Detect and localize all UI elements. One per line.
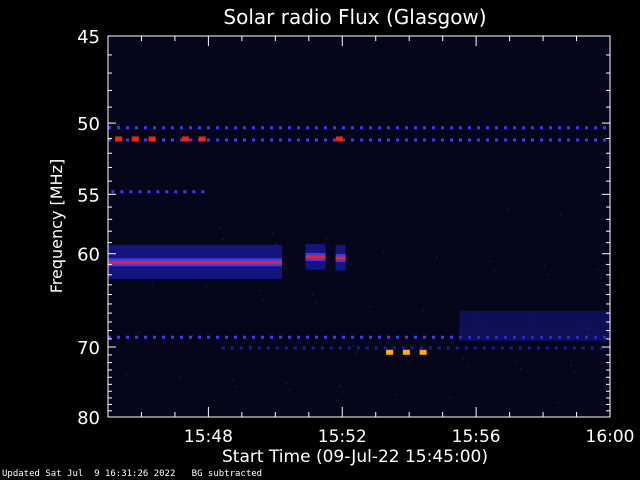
noise-speck — [599, 277, 602, 280]
noise-speck — [191, 334, 194, 337]
noise-speck — [342, 391, 345, 394]
noise-speck — [546, 273, 549, 276]
emission-spot — [386, 349, 394, 355]
noise-speck — [312, 293, 315, 296]
y-tick-label: 55 — [77, 185, 100, 206]
noise-speck — [492, 269, 495, 272]
noise-speck — [178, 376, 181, 379]
noise-speck — [245, 338, 248, 341]
y-tick-label: 80 — [77, 408, 100, 429]
updated-timestamp: Updated Sat Jul 9 16:31:26 2022 — [2, 469, 176, 479]
noise-speck — [302, 348, 305, 351]
band-core — [335, 256, 346, 260]
x-tick-label: 16:00 — [586, 427, 635, 447]
emission-spot — [198, 136, 206, 142]
y-tick-label: 50 — [77, 114, 100, 135]
noise-speck — [489, 260, 492, 263]
plot-background — [108, 36, 610, 417]
noise-speck — [529, 316, 532, 319]
noise-speck — [221, 238, 224, 241]
noise-speck — [506, 208, 509, 211]
noise-speck — [466, 364, 469, 367]
noise-speck — [543, 264, 546, 267]
noise-speck — [462, 357, 465, 360]
y-tick-label: 70 — [77, 338, 100, 359]
emission-spot — [402, 349, 410, 355]
plot-frame — [107, 35, 611, 418]
noise-speck — [164, 222, 167, 225]
noise-speck — [285, 382, 288, 385]
emission-spot — [419, 349, 427, 355]
emission-spot — [148, 136, 156, 142]
noise-speck — [235, 385, 238, 388]
noise-speck — [435, 255, 438, 258]
emission-features — [108, 126, 610, 404]
emission-spot — [181, 136, 189, 142]
x-axis-label: Start Time (09-Jul-22 15:45:00) — [222, 447, 488, 467]
background-note: BG subtracted — [191, 469, 263, 479]
noise-speck — [449, 396, 452, 399]
noise-speck — [586, 328, 589, 331]
noise-speck — [596, 268, 599, 271]
band-core — [108, 260, 283, 264]
band-core — [305, 255, 326, 259]
noise-speck — [275, 242, 278, 245]
footer-status: Updated Sat Jul 9 16:31:26 2022 BG subtr… — [2, 469, 262, 479]
noise-speck — [325, 236, 328, 239]
noise-speck — [559, 213, 562, 216]
noise-speck — [479, 321, 482, 324]
noise-speck — [258, 289, 261, 292]
y-tick-label: 45 — [77, 27, 100, 48]
noise-speck — [298, 341, 301, 344]
noise-speck — [315, 302, 318, 305]
noise-speck — [382, 251, 385, 254]
noise-speck — [138, 331, 141, 334]
noise-speck — [502, 399, 505, 402]
emission-spot — [115, 136, 123, 142]
noise-speck — [519, 367, 522, 370]
noise-speck — [573, 370, 576, 373]
noise-speck — [288, 388, 291, 391]
chart-title: Solar radio Flux (Glasgow) — [223, 5, 486, 29]
noise-speck — [124, 373, 127, 376]
emission-spot — [131, 136, 139, 142]
y-tick-label: 60 — [77, 245, 100, 266]
noise-speck — [556, 401, 559, 404]
noise-speck — [583, 320, 586, 323]
noise-speck — [231, 379, 234, 382]
noise-speck — [108, 207, 110, 210]
noise-speck — [533, 324, 536, 327]
noise-speck — [516, 361, 519, 364]
noise-speck — [328, 247, 331, 250]
x-tick-label: 15:48 — [184, 427, 233, 447]
noise-speck — [395, 393, 398, 396]
noise-speck — [261, 298, 264, 301]
noise-speck — [338, 385, 341, 388]
emission-spot — [335, 136, 343, 142]
noise-speck — [352, 344, 355, 347]
noise-speck — [151, 281, 154, 284]
noise-speck — [111, 218, 114, 221]
noise-speck — [476, 313, 479, 316]
y-axis-label: Frequency [MHz] — [47, 159, 66, 293]
x-tick-label: 15:52 — [318, 427, 367, 447]
x-tick-label: 15:56 — [452, 427, 501, 447]
noise-speck — [205, 285, 208, 288]
noise-speck — [271, 232, 274, 235]
noise-speck — [409, 354, 412, 357]
noise-speck — [569, 364, 572, 367]
plot-area — [107, 35, 611, 418]
noise-speck — [355, 351, 358, 354]
noise-speck — [422, 309, 425, 312]
noise-speck — [218, 227, 221, 230]
x-axis: 15:48 15:52 15:56 16:00 — [140, 36, 635, 447]
emission-patch — [459, 310, 610, 341]
y-axis: 45 50 55 60 70 80 — [77, 27, 610, 429]
noise-speck — [369, 305, 372, 308]
